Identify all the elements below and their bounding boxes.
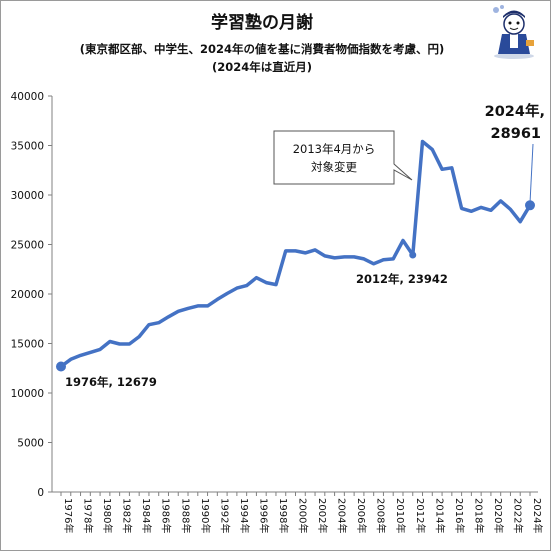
x-tick-label: 1980年 <box>101 498 114 533</box>
x-tick-label: 2004年 <box>336 498 349 533</box>
annotation-1976: 1976年, 12679 <box>65 375 157 389</box>
x-tick-label: 2022年 <box>511 498 524 533</box>
annotation-2012: 2012年, 23942 <box>356 272 448 286</box>
annotation-2024-line-2: 28961 <box>491 126 541 142</box>
x-axis-ticks: 1976年 1978年 1980年 1982年 1984年 1986年 1988年 1990年… <box>60 492 544 533</box>
x-tick-label: 1990年 <box>199 498 212 533</box>
series-line-0 <box>59 139 532 369</box>
y-tick-label: 20000 <box>11 289 44 301</box>
x-tick-label: 2000年 <box>297 498 310 533</box>
x-tick-label: 1978年 <box>82 498 95 533</box>
x-tick-label: 2002年 <box>316 498 329 533</box>
annotation-2024-line-1: 2024年, <box>485 102 545 120</box>
y-tick-label: 10000 <box>11 388 44 400</box>
data-point-2012 <box>409 251 417 259</box>
y-tick-label: 15000 <box>11 339 44 351</box>
x-tick-label: 2006年 <box>355 498 368 533</box>
y-axis-ticks: 0 5000 10000 15000 20000 25000 30000 35000 40000 <box>11 91 52 499</box>
x-tick-label: 2024年 <box>531 498 544 533</box>
x-tick-label: 2012年 <box>414 498 427 533</box>
x-tick-label: 1986年 <box>160 498 173 533</box>
callout-line-1: 2013年4月から <box>293 142 376 156</box>
x-tick-label: 1976年 <box>62 498 75 533</box>
x-tick-label: 1984年 <box>140 498 153 533</box>
y-tick-label: 25000 <box>11 240 44 252</box>
chart-title: 学習塾の月謝 <box>211 12 313 33</box>
y-tick-label: 40000 <box>11 91 44 103</box>
x-tick-label: 2014年 <box>433 498 446 533</box>
x-tick-label: 2010年 <box>394 498 407 533</box>
chart-subtitle-line-1: (東京都区部、中学生、2024年の値を基に消費者物価指数を考慮、円) <box>80 42 445 56</box>
chart-subtitle-line-2: (2024年は直近月) <box>212 60 312 74</box>
y-tick-label: 5000 <box>17 438 44 450</box>
x-tick-label: 2008年 <box>375 498 388 533</box>
x-tick-label: 2016年 <box>453 498 466 533</box>
y-tick-label: 30000 <box>11 190 44 202</box>
school-kid-mascot-icon <box>493 5 534 59</box>
x-tick-label: 1992年 <box>218 498 231 533</box>
y-tick-label: 35000 <box>11 141 44 153</box>
annotation-2024-leader <box>529 143 534 204</box>
x-tick-label: 2018年 <box>472 498 485 533</box>
x-tick-label: 1998年 <box>277 498 290 533</box>
x-tick-label: 1996年 <box>257 498 270 533</box>
x-tick-label: 1994年 <box>238 498 251 533</box>
change-note-callout: 2013年4月から 対象変更 <box>273 130 413 185</box>
x-tick-label: 2020年 <box>492 498 505 533</box>
x-tick-label: 1982年 <box>121 498 134 533</box>
data-point-1976 <box>56 361 66 372</box>
callout-box <box>273 130 413 185</box>
callout-line-2: 対象変更 <box>311 160 357 174</box>
series-layer <box>56 139 535 372</box>
data-point-2024 <box>525 200 535 211</box>
x-tick-label: 1988年 <box>179 498 192 533</box>
y-tick-label: 0 <box>37 487 44 499</box>
